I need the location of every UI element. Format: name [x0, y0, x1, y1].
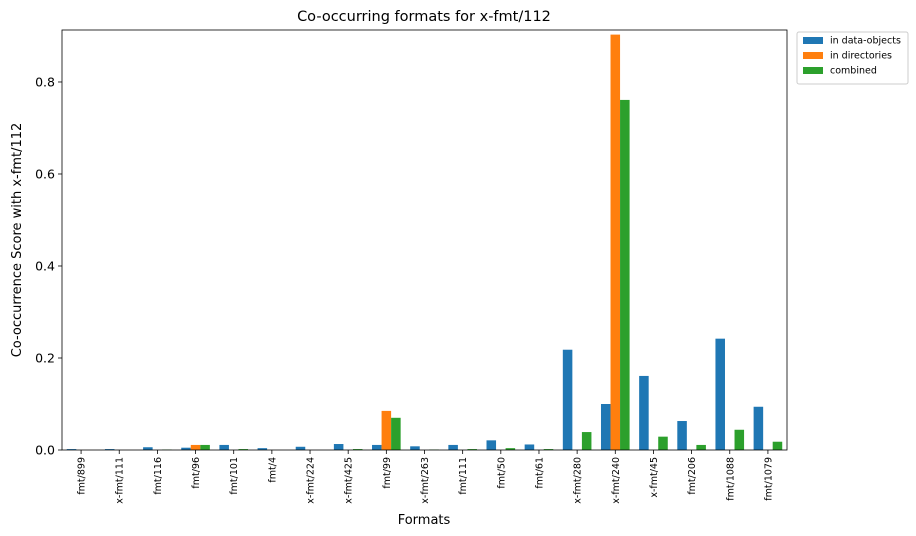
y-tick-label: 0.8 [35, 74, 55, 89]
y-tick-label: 0.0 [35, 443, 55, 458]
bar [581, 432, 592, 450]
legend-label: combined [830, 66, 877, 77]
y-ticks-group: 0.0 0.2 0.4 0.6 0.8 [35, 74, 62, 458]
x-tick-label: fmt/96 [191, 457, 202, 489]
bar [600, 404, 611, 450]
bars-group [66, 34, 783, 451]
x-tick-label: x-fmt/240 [611, 457, 622, 504]
bar [562, 349, 573, 450]
bar [104, 449, 115, 450]
x-tick-label: x-fmt/111 [115, 457, 126, 504]
bar [295, 446, 306, 450]
bar [696, 444, 706, 450]
x-tick-label: fmt/206 [687, 457, 698, 495]
bar [143, 447, 153, 450]
bar [333, 444, 344, 450]
bar [410, 446, 420, 450]
bar [190, 444, 201, 450]
legend-label: in data-objects [830, 36, 901, 47]
bar [486, 440, 497, 450]
x-tick-label: x-fmt/263 [420, 457, 431, 504]
y-axis-label: Co-occurrence Score with x-fmt/112 [10, 123, 25, 358]
bar [66, 449, 77, 450]
legend-swatch [803, 52, 823, 59]
bar [620, 99, 630, 451]
legend-frame [796, 31, 909, 85]
bar [238, 449, 249, 450]
x-tick-label: x-fmt/280 [573, 457, 584, 504]
bar [391, 417, 401, 450]
x-tick-label: fmt/1088 [725, 457, 736, 501]
x-ticks-group: fmt/899 x-fmt/111 fmt/116 fmt/96 fmt/101 fmt/… [77, 450, 774, 504]
legend: in data-objects in directories combined [796, 31, 909, 85]
bar [639, 375, 649, 450]
y-tick-label: 0.2 [35, 350, 55, 365]
bar [610, 34, 621, 450]
bar [734, 429, 745, 450]
legend-label: in directories [830, 51, 892, 62]
x-tick-label: fmt/116 [153, 457, 164, 495]
bar [543, 449, 554, 450]
x-tick-label: fmt/50 [496, 457, 507, 489]
bar [505, 448, 516, 450]
chart-title: Co-occurring formats for x-fmt/112 [297, 9, 551, 25]
bar [200, 444, 210, 450]
x-tick-label: fmt/1079 [763, 457, 774, 501]
bar [677, 421, 687, 450]
bar [524, 444, 535, 450]
x-tick-label: fmt/99 [382, 457, 393, 489]
bar [352, 449, 363, 450]
bar [448, 444, 458, 450]
x-tick-label: fmt/4 [267, 457, 278, 483]
x-tick-label: x-fmt/45 [649, 457, 660, 498]
bar [715, 338, 725, 450]
x-tick-label: x-fmt/224 [306, 457, 317, 504]
x-tick-label: fmt/61 [534, 457, 545, 489]
x-tick-label: fmt/899 [77, 457, 88, 495]
y-tick-label: 0.6 [35, 166, 55, 181]
x-axis-label: Formats [398, 513, 451, 528]
bar [381, 410, 392, 450]
bar [372, 444, 382, 450]
bar [658, 436, 668, 450]
x-tick-label: x-fmt/425 [344, 457, 355, 504]
y-tick-label: 0.4 [35, 258, 55, 273]
bar [772, 441, 783, 450]
plot-frame [61, 29, 788, 451]
bar [753, 406, 764, 450]
x-tick-label: fmt/101 [229, 457, 240, 495]
bar [467, 449, 477, 450]
legend-swatch [803, 67, 823, 74]
x-tick-label: fmt/111 [458, 457, 469, 495]
bar [219, 444, 229, 450]
legend-swatch [803, 37, 823, 44]
bar [181, 447, 191, 450]
bar [257, 448, 268, 450]
